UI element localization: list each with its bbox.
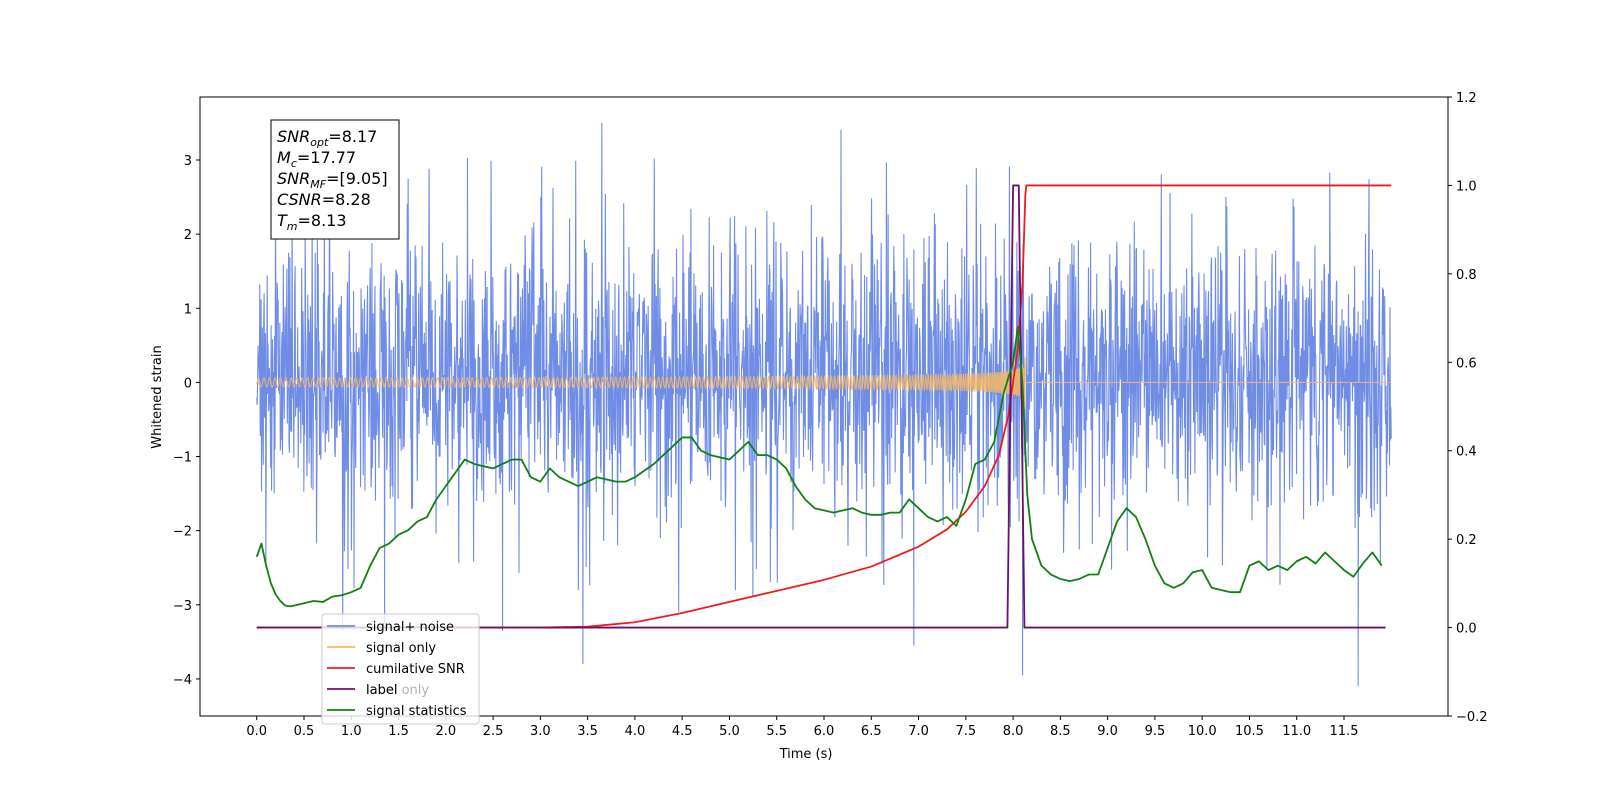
annotation-value: =[9.05] <box>326 169 388 188</box>
y-tick-label: 2 <box>184 228 192 243</box>
x-tick-label: 0.0 <box>246 724 267 739</box>
annotation-symbol: SNR <box>277 127 310 146</box>
y2-tick-label: 0.2 <box>1456 533 1477 548</box>
x-tick-label: 10.0 <box>1188 724 1217 739</box>
y-tick-label: −4 <box>173 673 192 688</box>
annotation-frame <box>270 119 400 240</box>
x-tick-label: 1.5 <box>388 724 409 739</box>
annotation-line: Tm=8.13 <box>277 211 347 233</box>
plot-clip-group <box>255 122 1392 687</box>
annotation-symbol: CSNR <box>277 190 322 209</box>
x-tick-label: 3.5 <box>577 724 598 739</box>
annotation-line: CSNR=8.28 <box>277 190 371 209</box>
legend-label: signal only <box>366 641 436 656</box>
y-tick-label: 0 <box>184 376 192 391</box>
annotation-box: SNRopt=8.17Mc=17.77SNRMF=[9.05]CSNR=8.28… <box>270 119 400 240</box>
x-axis-label: Time (s) <box>779 747 833 762</box>
annotation-symbol: M <box>277 148 291 167</box>
plot-area <box>255 122 1392 687</box>
series-signal-noise <box>256 122 1392 687</box>
x-tick-label: 7.0 <box>908 724 929 739</box>
x-tick-label: 1.0 <box>341 724 362 739</box>
x-tick-label: 10.5 <box>1235 724 1264 739</box>
x-tick-label: 7.5 <box>955 724 976 739</box>
y-tick-label: −2 <box>173 525 192 540</box>
y2-tick-label: 1.0 <box>1456 179 1477 194</box>
annotation-subscript: opt <box>310 136 329 149</box>
annotation-line: SNRopt=8.17 <box>277 127 377 149</box>
y2-tick-label: 1.2 <box>1456 91 1477 106</box>
annotation-value: =8.17 <box>328 127 377 146</box>
axis-ticks: 0.0 0.5 1.0 1.5 2.0 2.5 3.0 3.5 4.0 4.5 5.0 5.5 6.0 6… <box>173 91 1488 739</box>
x-tick-label: 8.0 <box>1003 724 1024 739</box>
x-tick-label: 0.5 <box>294 724 315 739</box>
legend-label: label <box>366 683 397 698</box>
annotation-symbol: T <box>277 211 288 230</box>
x-tick-label: 4.0 <box>625 724 646 739</box>
annotation-value: =8.13 <box>298 211 347 230</box>
legend-label: cumilative SNR <box>366 662 465 677</box>
annotation-line: SNRMF=[9.05] <box>277 169 388 191</box>
y-tick-label: −1 <box>173 451 192 466</box>
annotation-subscript: MF <box>310 178 326 191</box>
x-tick-label: 11.5 <box>1330 724 1359 739</box>
series-signal-only <box>256 356 1392 409</box>
series-signal-statistics <box>255 326 1383 608</box>
series-label <box>256 184 1386 629</box>
x-tick-label: 9.0 <box>1097 724 1118 739</box>
x-tick-label: 6.0 <box>814 724 835 739</box>
y-tick-label: 3 <box>184 154 192 169</box>
x-tick-label: 6.5 <box>861 724 882 739</box>
legend-overlay-text: label only <box>366 683 429 698</box>
annotation-line: Mc=17.77 <box>277 148 356 170</box>
x-tick-label: 9.5 <box>1145 724 1166 739</box>
legend-label: signal+ noise <box>366 620 454 635</box>
legend: label only signal+ noise signal only cumila… <box>321 613 480 725</box>
x-tick-label: 3.0 <box>530 724 551 739</box>
x-tick-label: 11.0 <box>1282 724 1311 739</box>
annotation-subscript: c <box>291 157 297 170</box>
annotation-value: =8.28 <box>322 190 371 209</box>
x-tick-label: 2.0 <box>435 724 456 739</box>
x-tick-label: 5.0 <box>719 724 740 739</box>
y2-tick-label: 0.4 <box>1456 445 1477 460</box>
y2-tick-label: 0.8 <box>1456 268 1477 283</box>
legend-frame <box>321 613 480 725</box>
series-cumilative-snr <box>256 184 1392 629</box>
y-axis-label: Whitened strain <box>150 345 165 448</box>
y2-tick-label: 0.0 <box>1456 622 1477 637</box>
y2-tick-label: 0.6 <box>1456 356 1477 371</box>
x-tick-label: 2.5 <box>483 724 504 739</box>
x-tick-label: 5.5 <box>766 724 787 739</box>
legend-label: signal statistics <box>366 704 467 719</box>
annotation-value: =17.77 <box>297 148 356 167</box>
y-tick-label: 1 <box>184 302 192 317</box>
x-tick-label: 4.5 <box>672 724 693 739</box>
y-tick-label: −3 <box>173 599 192 614</box>
x-tick-label: 8.5 <box>1050 724 1071 739</box>
annotation-subscript: m <box>287 220 298 233</box>
annotation-symbol: SNR <box>277 169 310 188</box>
y2-tick-label: −0.2 <box>1456 710 1488 725</box>
